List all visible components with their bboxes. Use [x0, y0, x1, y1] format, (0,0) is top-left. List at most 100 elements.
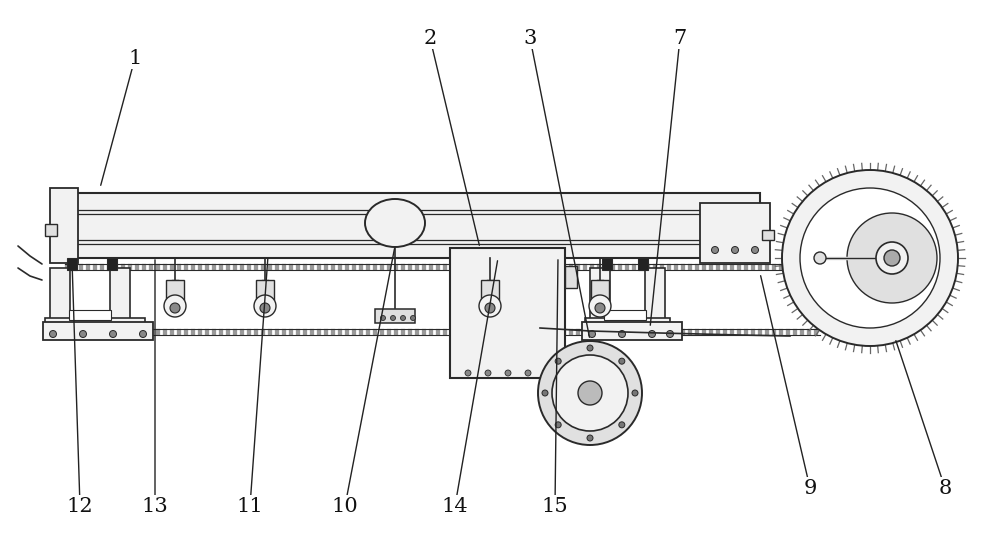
Bar	[492, 264, 496, 270]
Bar	[856, 264, 860, 270]
Circle shape	[589, 295, 611, 317]
Bar	[478, 264, 482, 270]
Bar	[387, 264, 391, 270]
Bar	[842, 264, 846, 270]
Bar	[653, 264, 657, 270]
Bar	[422, 329, 426, 335]
Bar	[786, 329, 790, 335]
Bar	[793, 329, 797, 335]
Bar	[303, 329, 307, 335]
Bar	[422, 264, 426, 270]
Bar	[205, 329, 209, 335]
Bar	[310, 264, 314, 270]
Bar	[387, 329, 391, 335]
Bar	[67, 258, 77, 270]
Bar	[55, 193, 760, 258]
Bar	[639, 329, 643, 335]
Bar	[65, 329, 69, 335]
Bar	[45, 224, 57, 236]
Bar	[163, 264, 167, 270]
Bar	[352, 329, 356, 335]
Bar	[254, 329, 258, 335]
Bar	[590, 264, 594, 270]
Circle shape	[666, 330, 674, 338]
Text: 1: 1	[128, 49, 142, 67]
Bar	[69, 310, 111, 320]
Circle shape	[254, 295, 276, 317]
Circle shape	[884, 250, 900, 266]
Circle shape	[587, 435, 593, 441]
Bar	[877, 264, 881, 270]
Bar	[149, 264, 153, 270]
Circle shape	[578, 381, 602, 405]
Bar	[317, 329, 321, 335]
Bar	[352, 264, 356, 270]
Bar	[198, 329, 202, 335]
Text: 14: 14	[442, 496, 468, 516]
Circle shape	[390, 316, 396, 321]
Bar	[464, 329, 468, 335]
Bar	[212, 264, 216, 270]
Bar	[184, 264, 188, 270]
Circle shape	[782, 170, 958, 346]
Bar	[163, 329, 167, 335]
Bar	[611, 264, 615, 270]
Bar	[548, 329, 552, 335]
Circle shape	[814, 252, 826, 264]
Circle shape	[479, 295, 501, 317]
Bar	[324, 264, 328, 270]
Bar	[590, 329, 594, 335]
Bar	[481, 280, 499, 300]
Circle shape	[260, 303, 270, 313]
Bar	[618, 264, 622, 270]
Bar	[485, 264, 489, 270]
Circle shape	[632, 390, 638, 396]
Bar	[884, 264, 888, 270]
Circle shape	[800, 188, 940, 328]
Bar	[575, 378, 605, 386]
Bar	[583, 264, 587, 270]
Bar	[338, 264, 342, 270]
Bar	[415, 264, 419, 270]
Bar	[618, 329, 622, 335]
Bar	[541, 329, 545, 335]
Bar	[401, 264, 405, 270]
Circle shape	[555, 358, 561, 364]
Circle shape	[595, 303, 605, 313]
Circle shape	[545, 370, 551, 376]
Bar	[303, 264, 307, 270]
Bar	[268, 329, 272, 335]
Circle shape	[552, 355, 628, 431]
Bar	[373, 264, 377, 270]
Bar	[632, 264, 636, 270]
Bar	[443, 329, 447, 335]
Bar	[471, 329, 475, 335]
Bar	[576, 264, 580, 270]
Bar	[268, 264, 272, 270]
Bar	[758, 264, 762, 270]
Bar	[247, 264, 251, 270]
Bar	[513, 264, 517, 270]
Bar	[184, 329, 188, 335]
Bar	[93, 264, 97, 270]
Bar	[170, 329, 174, 335]
Bar	[436, 264, 440, 270]
Bar	[737, 264, 741, 270]
Bar	[674, 329, 678, 335]
Bar	[604, 329, 608, 335]
Bar	[331, 329, 335, 335]
Bar	[821, 264, 825, 270]
Bar	[226, 329, 230, 335]
Bar	[583, 329, 587, 335]
Bar	[849, 264, 853, 270]
Bar	[565, 266, 577, 288]
Bar	[233, 264, 237, 270]
Bar	[800, 329, 804, 335]
Bar	[639, 264, 643, 270]
Text: 11: 11	[237, 496, 263, 516]
Bar	[128, 329, 132, 335]
Bar	[765, 264, 769, 270]
Bar	[296, 264, 300, 270]
Bar	[562, 329, 566, 335]
Circle shape	[538, 341, 642, 445]
